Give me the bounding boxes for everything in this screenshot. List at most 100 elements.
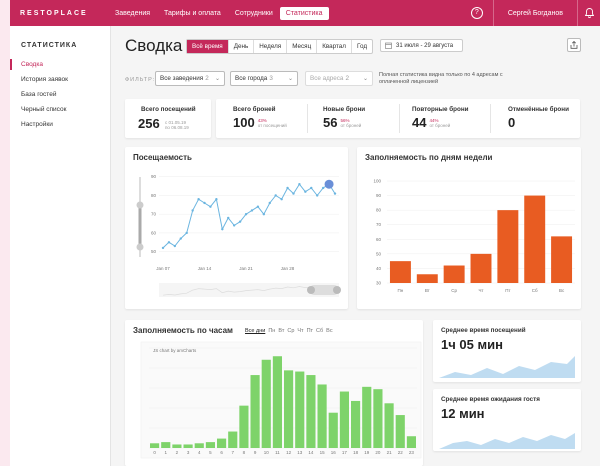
stat-value: 56: [323, 115, 338, 130]
sidebar-item-blacklist[interactable]: Черный список: [21, 106, 67, 113]
divider: [307, 104, 308, 133]
divider: [577, 0, 578, 26]
logo[interactable]: RESTOPLACE: [20, 9, 88, 17]
day-tab[interactable]: Вт: [278, 328, 285, 334]
bar: [443, 265, 465, 283]
date-range-picker[interactable]: 31 июля - 29 августа: [380, 39, 463, 52]
x-tick-label: 17: [342, 450, 348, 455]
x-tick-label: 8: [243, 450, 246, 455]
chevron-down-icon: ⌄: [287, 76, 293, 82]
data-point: [238, 220, 242, 223]
x-tick-label: 18: [353, 450, 359, 455]
period-month[interactable]: Месяц: [287, 40, 318, 53]
stat-card-visits: Всего посещений 256 с 01.05.19 по 06.08.…: [125, 99, 211, 138]
nav-staff[interactable]: Сотрудники: [234, 9, 273, 17]
y-range-handle: [136, 201, 144, 209]
x-tick-label: 14: [308, 450, 314, 455]
nav-tariffs[interactable]: Тарифы и оплата: [164, 9, 221, 17]
user-name[interactable]: Сергей Богданов: [507, 9, 563, 17]
data-point: [185, 231, 188, 235]
filter-note: Полная статистика видна только по 4 адре…: [379, 72, 503, 85]
weekday-title: Заполняемость по дням недели: [365, 153, 493, 162]
chart-credit: JS chart by amCharts: [153, 348, 197, 353]
avg-wait-value: 12 мин: [441, 406, 485, 421]
day-tab[interactable]: Ср: [287, 328, 295, 334]
bar: [551, 236, 573, 283]
stat-card-bookings: Всего броней 100 43% от посещений Новые б…: [216, 99, 580, 138]
period-year[interactable]: Год: [357, 43, 368, 50]
data-point: [191, 209, 194, 212]
x-tick-label: Вс: [559, 288, 565, 293]
top-bar: RESTOPLACE Заведения Тарифы и оплата Сот…: [10, 0, 600, 26]
day-tabs: Все дни Пн Вт Ср Чт Пт Сб Вс: [245, 328, 333, 334]
bell-icon[interactable]: [578, 0, 600, 26]
y-tick-label: 30: [376, 281, 382, 286]
x-tick-label: 5: [209, 450, 212, 455]
stat-value: 0: [508, 115, 516, 130]
sidebar-item-settings[interactable]: Настройки: [21, 121, 53, 128]
bar: [406, 436, 416, 448]
bar: [239, 405, 249, 448]
date-range-text: 31 июля - 29 августа: [396, 42, 454, 49]
venue-select[interactable]: Все заведения 2 ⌄: [155, 71, 225, 86]
period-quarter[interactable]: Квартал: [317, 40, 352, 53]
x-tick-label: 23: [409, 450, 415, 455]
y-tick-label: 60: [151, 230, 157, 235]
data-point: [250, 209, 254, 212]
bar: [362, 386, 372, 448]
nav-venues[interactable]: Заведения: [115, 9, 151, 17]
bar: [306, 375, 316, 448]
bar: [205, 442, 215, 448]
x-tick-label: 12: [286, 450, 292, 455]
day-tab[interactable]: Чт: [297, 328, 304, 334]
sidebar-item-history[interactable]: История заявок: [21, 76, 68, 83]
y-tick-label: 50: [151, 249, 157, 254]
stat-label: Всего посещений: [141, 106, 196, 113]
period-all-time[interactable]: Всё время: [187, 40, 229, 53]
y-tick-label: 70: [151, 212, 157, 217]
help-icon[interactable]: ?: [470, 7, 483, 19]
x-tick-label: Сб: [532, 288, 538, 293]
day-tab[interactable]: Пт: [306, 328, 314, 334]
data-point: [179, 237, 182, 240]
stat-sub: от броней: [429, 123, 451, 128]
day-tab[interactable]: Все дни: [245, 328, 266, 334]
day-tab[interactable]: Вс: [326, 328, 333, 334]
data-point: [209, 205, 212, 208]
x-tick-label: 13: [297, 450, 303, 455]
stat-new: Новые брони 56 56% от броней: [323, 106, 365, 130]
data-point: [262, 212, 266, 216]
day-tab[interactable]: Сб: [316, 328, 324, 334]
sidebar-item-guests[interactable]: База гостей: [21, 91, 57, 98]
y-tick-label: 90: [376, 193, 382, 198]
data-point: [197, 198, 200, 201]
bar: [250, 375, 260, 448]
data-point: [203, 201, 206, 205]
address-select[interactable]: Все адреса 2 ⌄: [305, 71, 373, 86]
day-tab[interactable]: Пн: [268, 328, 276, 334]
stat-pct: 56%: [340, 118, 350, 123]
address-select-label: Все адреса: [310, 75, 344, 82]
bar: [228, 431, 238, 448]
chevron-down-icon: ⌄: [362, 76, 368, 82]
city-select-label: Все города: [235, 75, 268, 82]
bar: [317, 384, 327, 448]
stat-sub: с 01.05.19 по 06.08.19: [165, 120, 189, 130]
x-tick-label: 21: [387, 450, 393, 455]
city-select[interactable]: Все города 3 ⌄: [230, 71, 298, 86]
stat-cancelled: Отменённые брони 0: [508, 106, 569, 130]
y-tick-label: 80: [376, 208, 382, 213]
page-title: Сводка: [125, 36, 183, 55]
stat-sub: от посещений: [257, 123, 287, 128]
nav-statistics[interactable]: Статистика: [279, 6, 329, 20]
share-button[interactable]: [567, 38, 581, 52]
period-day[interactable]: День: [229, 40, 255, 53]
x-tick-label: 1: [164, 450, 167, 455]
stat-label: Всего броней: [233, 106, 276, 113]
period-week[interactable]: Неделя: [254, 40, 288, 53]
y-tick-label: 90: [151, 174, 157, 179]
navigator-handle: [307, 286, 315, 294]
x-tick-label: Чт: [478, 288, 483, 293]
sidebar-item-summary[interactable]: Сводка: [10, 57, 110, 72]
calendar-icon: [385, 42, 392, 49]
